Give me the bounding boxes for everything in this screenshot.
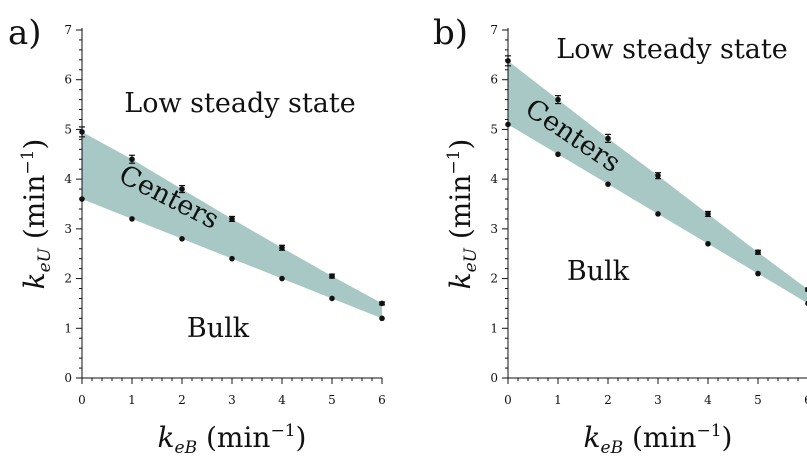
upper-boundary-point bbox=[705, 211, 711, 217]
x-tick-label: 0 bbox=[504, 393, 512, 407]
upper-boundary-point bbox=[179, 186, 185, 192]
upper-boundary-point bbox=[505, 58, 511, 64]
upper-boundary-point bbox=[755, 249, 761, 256]
x-axis-unit-close: ) bbox=[722, 421, 733, 454]
y-axis-unit: (min bbox=[444, 175, 477, 248]
upper-boundary-point bbox=[555, 96, 561, 103]
lower-boundary-point bbox=[379, 315, 385, 322]
y-axis-var: k bbox=[444, 272, 477, 289]
y-axis-unit: (min bbox=[18, 175, 51, 248]
y-axis-title: keU (min−1) bbox=[444, 139, 481, 290]
upper-boundary-point bbox=[229, 216, 235, 222]
upper-boundary-point bbox=[79, 129, 85, 135]
x-tick-label: 5 bbox=[328, 393, 336, 407]
x-axis-title: keB (min−1) bbox=[158, 421, 307, 458]
y-axis-var: k bbox=[18, 272, 51, 289]
x-axis-title: keB (min−1) bbox=[584, 421, 733, 458]
lower-boundary-point bbox=[505, 121, 511, 128]
panel-label: b) bbox=[433, 13, 468, 53]
y-tick-label: 5 bbox=[64, 122, 72, 136]
panel-label: a) bbox=[8, 13, 42, 53]
x-axis-unit: (min bbox=[623, 421, 696, 454]
y-axis-sub: eU bbox=[35, 247, 55, 272]
y-tick-label: 6 bbox=[490, 73, 498, 87]
region-label-bulk: Bulk bbox=[567, 256, 630, 287]
region-label-low-steady-state: Low steady state bbox=[556, 34, 787, 65]
x-axis-var: k bbox=[158, 421, 175, 454]
lower-boundary-point bbox=[655, 211, 661, 217]
x-axis-sub: eB bbox=[175, 438, 198, 458]
lower-boundary-point bbox=[705, 240, 711, 247]
upper-boundary-point bbox=[279, 244, 285, 251]
y-axis-title: keU (min−1) bbox=[18, 139, 55, 290]
y-tick-label: 1 bbox=[490, 321, 498, 335]
y-axis-unit-sup: −1 bbox=[444, 150, 464, 175]
y-axis-unit-sup: −1 bbox=[18, 150, 38, 175]
y-tick-label: 2 bbox=[490, 272, 498, 286]
y-tick-label: 7 bbox=[490, 23, 498, 37]
x-tick-label: 1 bbox=[554, 393, 562, 407]
y-tick-label: 4 bbox=[64, 172, 72, 186]
x-axis-unit: (min bbox=[197, 421, 270, 454]
x-tick-label: 3 bbox=[228, 393, 236, 407]
x-axis-unit-close: ) bbox=[296, 421, 307, 454]
x-tick-label: 6 bbox=[378, 393, 386, 407]
lower-boundary-point bbox=[229, 255, 235, 262]
x-tick-label: 4 bbox=[704, 393, 712, 407]
lower-boundary-point bbox=[79, 196, 85, 202]
x-tick-label: 0 bbox=[78, 393, 86, 407]
y-axis-unit-close: ) bbox=[444, 139, 477, 150]
y-tick-label: 3 bbox=[64, 222, 72, 236]
upper-boundary-point bbox=[379, 300, 385, 307]
upper-boundary-point bbox=[129, 156, 135, 163]
lower-boundary-point bbox=[129, 216, 135, 222]
y-tick-label: 3 bbox=[490, 222, 498, 236]
region-label-low-steady-state: Low steady state bbox=[124, 88, 355, 119]
x-axis-unit-sup: −1 bbox=[696, 421, 721, 441]
centers-band bbox=[508, 60, 807, 303]
x-tick-label: 1 bbox=[128, 393, 136, 407]
x-axis-var: k bbox=[584, 421, 601, 454]
lower-boundary-point bbox=[555, 151, 561, 158]
x-axis-sub: eB bbox=[601, 438, 624, 458]
region-label-bulk: Bulk bbox=[187, 313, 250, 344]
y-tick-label: 2 bbox=[64, 272, 72, 286]
y-tick-label: 0 bbox=[64, 371, 72, 385]
y-tick-label: 5 bbox=[490, 122, 498, 136]
x-axis-unit-sup: −1 bbox=[270, 421, 295, 441]
lower-boundary-point bbox=[179, 236, 185, 242]
upper-boundary-point bbox=[329, 273, 335, 279]
y-axis-unit-close: ) bbox=[18, 139, 51, 150]
upper-boundary-point bbox=[655, 172, 661, 179]
y-axis-sub: eU bbox=[461, 247, 481, 272]
x-tick-label: 2 bbox=[178, 393, 186, 407]
y-tick-label: 1 bbox=[64, 321, 72, 335]
upper-boundary-point bbox=[605, 135, 611, 142]
x-tick-label: 6 bbox=[804, 393, 807, 407]
y-tick-label: 4 bbox=[490, 172, 498, 186]
lower-boundary-point bbox=[279, 275, 285, 282]
x-tick-label: 5 bbox=[754, 393, 762, 407]
lower-boundary-point bbox=[605, 181, 611, 187]
lower-boundary-point bbox=[329, 295, 335, 302]
x-tick-label: 2 bbox=[604, 393, 612, 407]
centers-band bbox=[82, 131, 382, 319]
lower-boundary-point bbox=[755, 270, 761, 277]
x-tick-label: 4 bbox=[278, 393, 286, 407]
y-tick-label: 6 bbox=[64, 73, 72, 87]
x-tick-label: 3 bbox=[654, 393, 662, 407]
y-tick-label: 7 bbox=[64, 23, 72, 37]
y-tick-label: 0 bbox=[490, 371, 498, 385]
